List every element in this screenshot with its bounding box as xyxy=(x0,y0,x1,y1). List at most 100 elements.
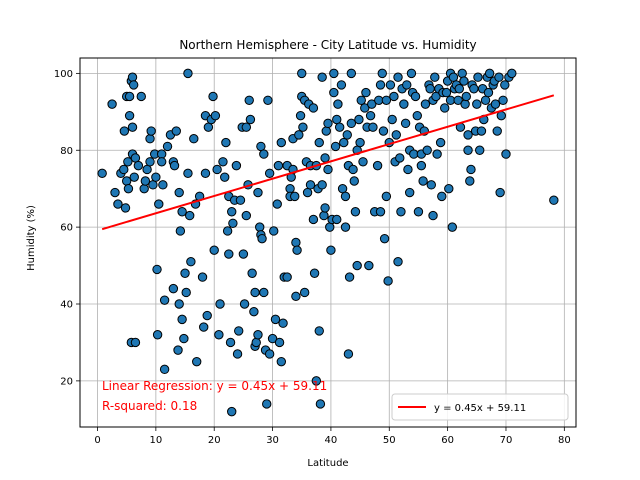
data-point xyxy=(97,168,107,179)
data-point xyxy=(241,210,252,221)
data-point xyxy=(344,272,355,282)
data-point xyxy=(123,157,133,167)
data-point xyxy=(159,295,170,305)
data-point xyxy=(228,218,238,228)
data-point xyxy=(197,272,208,282)
data-point xyxy=(227,406,237,417)
data-point xyxy=(321,126,331,136)
data-point xyxy=(350,207,361,217)
y-axis-label: Humidity (%) xyxy=(26,205,37,271)
data-point xyxy=(159,364,170,375)
x-tick-label: 40 xyxy=(325,435,338,446)
data-point xyxy=(402,80,412,90)
data-point xyxy=(437,191,447,202)
x-tick-label: 50 xyxy=(383,435,396,446)
data-point xyxy=(113,199,123,209)
data-point xyxy=(276,356,287,367)
data-point xyxy=(340,222,351,232)
data-point xyxy=(361,87,371,98)
data-point xyxy=(210,110,221,121)
data-point xyxy=(267,333,278,344)
data-point xyxy=(250,287,260,298)
data-point xyxy=(130,337,141,348)
data-point xyxy=(440,103,450,113)
data-point xyxy=(500,80,510,90)
data-point xyxy=(377,68,387,79)
data-point xyxy=(221,137,231,148)
y-tick-label: 60 xyxy=(60,223,73,234)
data-point xyxy=(330,141,341,152)
data-point xyxy=(323,118,333,129)
x-tick-label: 0 xyxy=(94,435,100,446)
data-point xyxy=(175,226,186,236)
data-point xyxy=(404,187,415,198)
data-point xyxy=(231,160,242,171)
data-point xyxy=(212,164,222,175)
data-point xyxy=(309,268,320,278)
data-point xyxy=(365,110,376,121)
data-point xyxy=(492,126,502,136)
data-point xyxy=(319,210,329,221)
data-point xyxy=(259,149,269,159)
data-point xyxy=(291,237,301,248)
regression-line xyxy=(101,94,555,231)
data-point xyxy=(278,318,288,328)
y-axis-ticks: 20 40 60 80 100 xyxy=(54,69,80,387)
data-point xyxy=(183,68,193,79)
data-point xyxy=(292,245,302,255)
data-point xyxy=(127,122,138,132)
data-point xyxy=(253,330,263,340)
data-point xyxy=(325,222,335,232)
data-point xyxy=(139,183,149,194)
data-point xyxy=(232,349,243,359)
data-point xyxy=(425,84,435,94)
data-point xyxy=(121,176,132,186)
data-point xyxy=(209,245,219,255)
data-point xyxy=(156,149,167,159)
data-point xyxy=(465,176,475,186)
data-point xyxy=(270,314,281,325)
data-point xyxy=(152,264,162,275)
data-point xyxy=(214,330,224,340)
data-point xyxy=(130,153,141,163)
data-point xyxy=(152,330,163,340)
data-point xyxy=(146,126,156,136)
data-point xyxy=(119,164,129,175)
data-point xyxy=(379,233,390,244)
legend: y = 0.45x + 59.11 xyxy=(391,393,569,421)
data-point xyxy=(387,114,397,125)
data-point xyxy=(315,399,326,409)
data-point xyxy=(336,80,347,90)
data-point xyxy=(239,299,250,309)
data-point xyxy=(460,99,470,109)
x-tick-label: 30 xyxy=(266,435,279,446)
regression-annotation-equation: Linear Regression: y = 0.45x + 59.11 xyxy=(102,379,327,393)
plot-area-frame xyxy=(79,57,577,428)
data-point xyxy=(490,99,501,109)
data-point xyxy=(385,80,396,90)
data-point xyxy=(360,103,370,113)
data-point xyxy=(393,257,403,267)
data-point xyxy=(183,168,193,179)
legend-label: y = 0.45x + 59.11 xyxy=(434,403,526,414)
data-point xyxy=(507,68,517,79)
data-point xyxy=(177,314,187,325)
data-point xyxy=(262,399,272,409)
data-point xyxy=(418,176,428,186)
data-point xyxy=(136,91,146,102)
data-point xyxy=(314,137,324,148)
data-point xyxy=(308,214,319,225)
data-point xyxy=(435,137,446,148)
data-point xyxy=(241,122,252,132)
data-point xyxy=(151,172,161,182)
data-point xyxy=(208,91,218,102)
data-point xyxy=(255,222,265,232)
data-point xyxy=(257,233,267,244)
data-point xyxy=(320,203,330,213)
data-point xyxy=(186,257,196,267)
data-point xyxy=(343,349,354,359)
data-point xyxy=(457,68,467,79)
data-point xyxy=(264,349,275,359)
data-point xyxy=(444,183,454,194)
